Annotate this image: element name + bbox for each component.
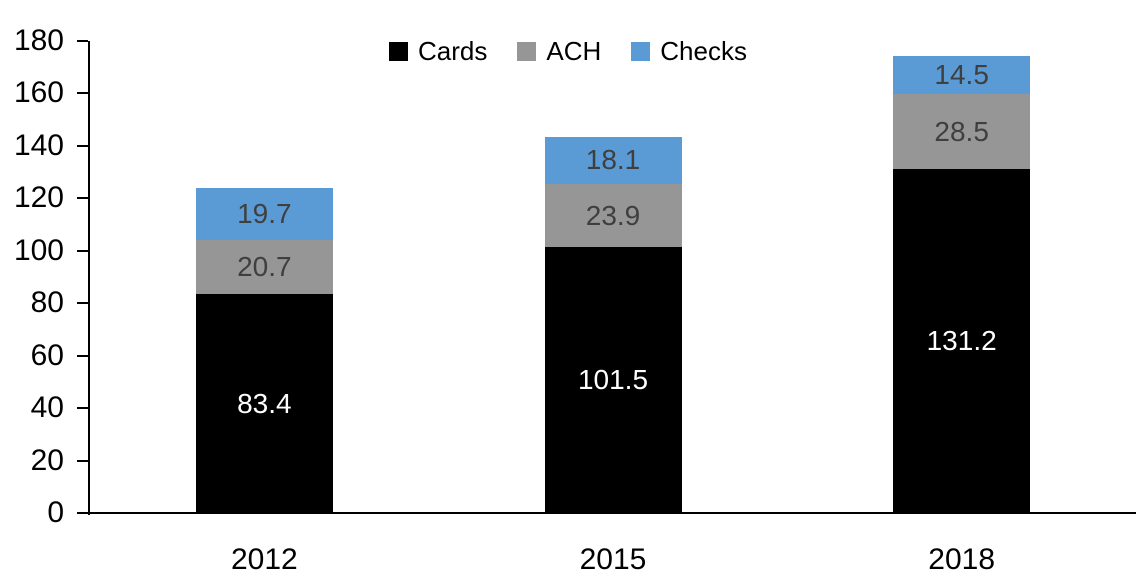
bar-segment-ach-2015: 23.9	[544, 184, 682, 247]
y-axis-tick	[77, 144, 88, 147]
y-axis-tick-label: 80	[30, 286, 64, 320]
y-axis-tick-label: 180	[13, 24, 64, 57]
bar-segment-cards-2012: 83.4	[195, 294, 333, 513]
legend-swatch-checks-icon	[631, 41, 651, 61]
bar-value-label: 19.7	[237, 198, 292, 230]
y-axis-tick-label: 100	[13, 233, 64, 267]
y-axis-tick	[77, 407, 88, 410]
y-axis-tick	[77, 302, 88, 305]
bar-segment-cards-2015: 101.5	[544, 246, 682, 513]
legend-label: ACH	[546, 36, 602, 66]
bar-value-label: 14.5	[934, 59, 989, 91]
y-axis-tick	[77, 40, 88, 42]
bar-value-label: 83.4	[237, 387, 292, 419]
bar-value-label: 131.2	[926, 324, 997, 356]
y-axis-tick-label: 140	[13, 128, 64, 162]
x-axis-line	[77, 512, 1136, 514]
x-axis-label-2012: 2012	[230, 543, 298, 576]
y-axis-tick-label: 120	[13, 181, 64, 215]
bar-value-label: 23.9	[585, 199, 641, 231]
legend-item-cards: Cards	[389, 38, 487, 64]
y-axis-tick	[77, 459, 88, 462]
y-axis-tick	[77, 249, 88, 252]
bar-value-label: 28.5	[934, 115, 989, 147]
y-axis-tick-label: 20	[30, 443, 64, 477]
y-axis-tick-label: 60	[30, 338, 64, 372]
y-axis-tick-label: 0	[47, 496, 64, 529]
bar-segment-ach-2012: 20.7	[195, 240, 333, 295]
bar-segment-checks-2015: 18.1	[544, 136, 682, 185]
y-axis-tick	[77, 512, 88, 514]
chart-legend: Cards ACH Checks	[0, 33, 1136, 69]
bar-value-label: 20.7	[237, 251, 292, 283]
bar-value-label: 18.1	[585, 144, 641, 176]
y-axis-tick	[77, 354, 88, 357]
y-axis-tick-label: 160	[13, 76, 64, 110]
x-axis-label-2018: 2018	[928, 543, 996, 576]
x-axis-label-2015: 2015	[579, 543, 647, 576]
y-axis-tick-label: 40	[30, 391, 64, 425]
bar-segment-checks-2012: 19.7	[195, 188, 333, 241]
legend-label: Cards	[418, 36, 488, 66]
legend-item-ach: ACH	[517, 38, 601, 64]
legend-swatch-ach-icon	[517, 41, 537, 61]
y-axis-tick	[77, 92, 88, 95]
y-axis-tick	[77, 197, 88, 200]
legend-label: Checks	[660, 36, 747, 66]
legend-swatch-cards-icon	[389, 41, 409, 61]
y-axis-line	[88, 41, 90, 515]
bar-segment-cards-2018: 131.2	[893, 168, 1031, 513]
legend-item-checks: Checks	[631, 38, 747, 64]
bar-segment-ach-2018: 28.5	[893, 94, 1031, 169]
bar-segment-checks-2018: 14.5	[893, 56, 1031, 95]
bar-value-label: 101.5	[577, 363, 649, 395]
